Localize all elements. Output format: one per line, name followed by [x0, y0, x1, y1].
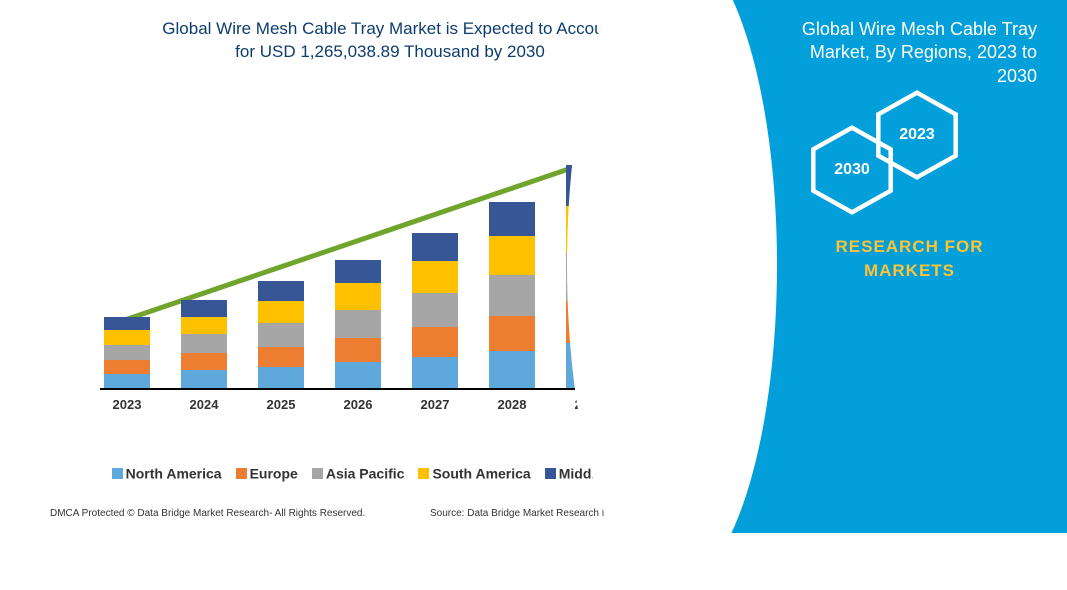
bar-2023: 2023: [104, 317, 150, 388]
legend-swatch: [312, 468, 323, 479]
hex-label-2030: 2030: [834, 161, 870, 179]
tagline: RESEARCH FOR MARKETS: [792, 235, 1027, 283]
xlabel-2025: 2025: [258, 397, 304, 412]
chart-title-line1: Global Wire Mesh Cable Tray Market is Ex…: [162, 19, 617, 38]
tagline-line2: MARKETS: [864, 261, 955, 280]
bar-2025: 2025: [258, 281, 304, 388]
legend-item-asia-pacific: Asia Pacific: [312, 464, 405, 481]
xlabel-2027: 2027: [412, 397, 458, 412]
legend-label: South America: [432, 465, 530, 481]
bar-2028: 2028: [489, 202, 535, 388]
legend-item-europe: Europe: [236, 464, 298, 481]
xlabel-2024: 2024: [181, 397, 227, 412]
legend-item-north-america: North America: [112, 464, 222, 481]
legend-swatch: [418, 468, 429, 479]
xlabel-2028: 2028: [489, 397, 535, 412]
seg-europe: [489, 316, 535, 352]
legend-swatch: [112, 468, 123, 479]
seg-north-america: [258, 367, 304, 388]
seg-south-america: [412, 261, 458, 293]
seg-asia-pacific: [181, 334, 227, 353]
seg-south-america: [335, 283, 381, 310]
seg-south-america: [258, 301, 304, 323]
seg-middle-east-and-africa: [489, 202, 535, 237]
seg-asia-pacific: [258, 323, 304, 346]
hex-label-2023: 2023: [899, 126, 935, 144]
seg-middle-east-and-africa: [181, 300, 227, 317]
seg-europe: [258, 347, 304, 367]
tagline-line1: RESEARCH FOR: [835, 237, 983, 256]
seg-europe: [412, 327, 458, 357]
seg-north-america: [412, 357, 458, 388]
footer-copyright: DMCA Protected © Data Bridge Market Rese…: [50, 508, 365, 519]
seg-asia-pacific: [104, 345, 150, 361]
seg-asia-pacific: [335, 310, 381, 338]
seg-middle-east-and-africa: [104, 317, 150, 330]
xlabel-2026: 2026: [335, 397, 381, 412]
right-panel: Global Wire Mesh Cable Tray Market, By R…: [672, 0, 1067, 533]
seg-south-america: [181, 317, 227, 335]
seg-europe: [335, 338, 381, 363]
bar-2024: 2024: [181, 300, 227, 388]
seg-asia-pacific: [412, 293, 458, 326]
bar-2026: 2026: [335, 260, 381, 388]
bar-2027: 2027: [412, 233, 458, 388]
legend-label: Asia Pacific: [326, 465, 405, 481]
hexagon-2023: 2023: [872, 90, 962, 180]
hexagon-group: 2030 2023: [807, 80, 1007, 220]
seg-europe: [181, 353, 227, 370]
seg-middle-east-and-africa: [258, 281, 304, 301]
legend-item-south-america: South America: [418, 464, 530, 481]
seg-middle-east-and-africa: [335, 260, 381, 283]
chart-title-line2: for USD 1,265,038.89 Thousand by 2030: [235, 42, 545, 61]
seg-north-america: [104, 374, 150, 389]
legend-swatch: [236, 468, 247, 479]
legend-label: North America: [126, 465, 222, 481]
xlabel-2023: 2023: [104, 397, 150, 412]
seg-north-america: [489, 351, 535, 388]
seg-asia-pacific: [489, 275, 535, 315]
seg-south-america: [104, 330, 150, 345]
right-panel-title: Global Wire Mesh Cable Tray Market, By R…: [782, 18, 1037, 88]
seg-europe: [104, 360, 150, 373]
seg-south-america: [489, 236, 535, 275]
legend-swatch: [545, 468, 556, 479]
legend-label: Europe: [250, 465, 298, 481]
seg-north-america: [335, 362, 381, 388]
seg-north-america: [181, 370, 227, 388]
seg-middle-east-and-africa: [412, 233, 458, 261]
